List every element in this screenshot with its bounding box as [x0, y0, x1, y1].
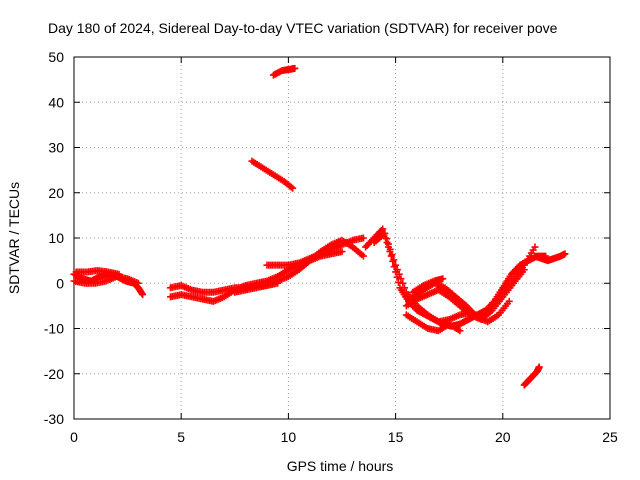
data-point — [456, 327, 464, 335]
data-point — [388, 251, 396, 259]
data-point — [384, 240, 392, 248]
data-point — [115, 270, 123, 278]
x-tick-label: 20 — [495, 429, 511, 445]
data-point — [383, 235, 391, 243]
data-point — [561, 250, 569, 258]
x-tick-label: 5 — [177, 429, 185, 445]
x-tick-label: 10 — [281, 429, 297, 445]
y-tick-label: 10 — [48, 230, 64, 246]
data-point — [505, 297, 513, 305]
data-point — [393, 266, 401, 274]
y-tick-label: -10 — [44, 321, 64, 337]
data-point — [389, 257, 397, 265]
series-track-17 — [531, 250, 569, 265]
y-tick-label: -20 — [44, 366, 64, 382]
series-track-8 — [248, 157, 297, 192]
data-point — [392, 261, 400, 269]
series-track-14 — [402, 311, 464, 335]
series-track-3 — [72, 267, 123, 278]
x-tick-label: 15 — [388, 429, 404, 445]
x-tick-label: 0 — [70, 429, 78, 445]
data-point — [379, 225, 387, 233]
data-point — [520, 266, 528, 274]
x-axis-label: GPS time / hours — [287, 458, 394, 474]
y-tick-label: 30 — [48, 140, 64, 156]
axis-ticks: 0 5 10 15 20 25 -30 -20 -10 0 10 20 30 40 50 — [44, 49, 618, 445]
data-point — [381, 229, 389, 237]
y-tick-label: -30 — [44, 411, 64, 427]
data-point — [134, 279, 142, 287]
data-point — [397, 275, 405, 283]
y-tick-label: 0 — [56, 275, 64, 291]
chart-title: Day 180 of 2024, Sidereal Day-to-day VTE… — [48, 20, 558, 36]
data-point — [139, 291, 147, 299]
data-point — [359, 252, 367, 260]
data-point — [291, 64, 299, 72]
series-track-7 — [263, 234, 367, 269]
series-track-15 — [409, 275, 447, 296]
data-points — [70, 64, 569, 389]
data-point — [401, 284, 409, 292]
data-point — [359, 234, 367, 242]
series-track-9 — [269, 64, 299, 79]
x-tick-label: 25 — [602, 429, 618, 445]
data-point — [439, 275, 447, 283]
y-axis-label: SDTVAR / TECUs — [6, 182, 22, 294]
data-point — [390, 256, 398, 264]
data-point — [287, 183, 295, 191]
data-point — [535, 363, 543, 371]
y-tick-label: 20 — [48, 185, 64, 201]
y-tick-label: 50 — [48, 49, 64, 65]
data-point — [338, 248, 346, 256]
data-point — [386, 245, 394, 253]
data-point — [289, 184, 297, 192]
data-point — [399, 279, 407, 287]
data-point — [395, 270, 403, 278]
y-tick-label: 40 — [48, 94, 64, 110]
data-point — [531, 243, 539, 251]
series-track-16 — [520, 363, 543, 389]
